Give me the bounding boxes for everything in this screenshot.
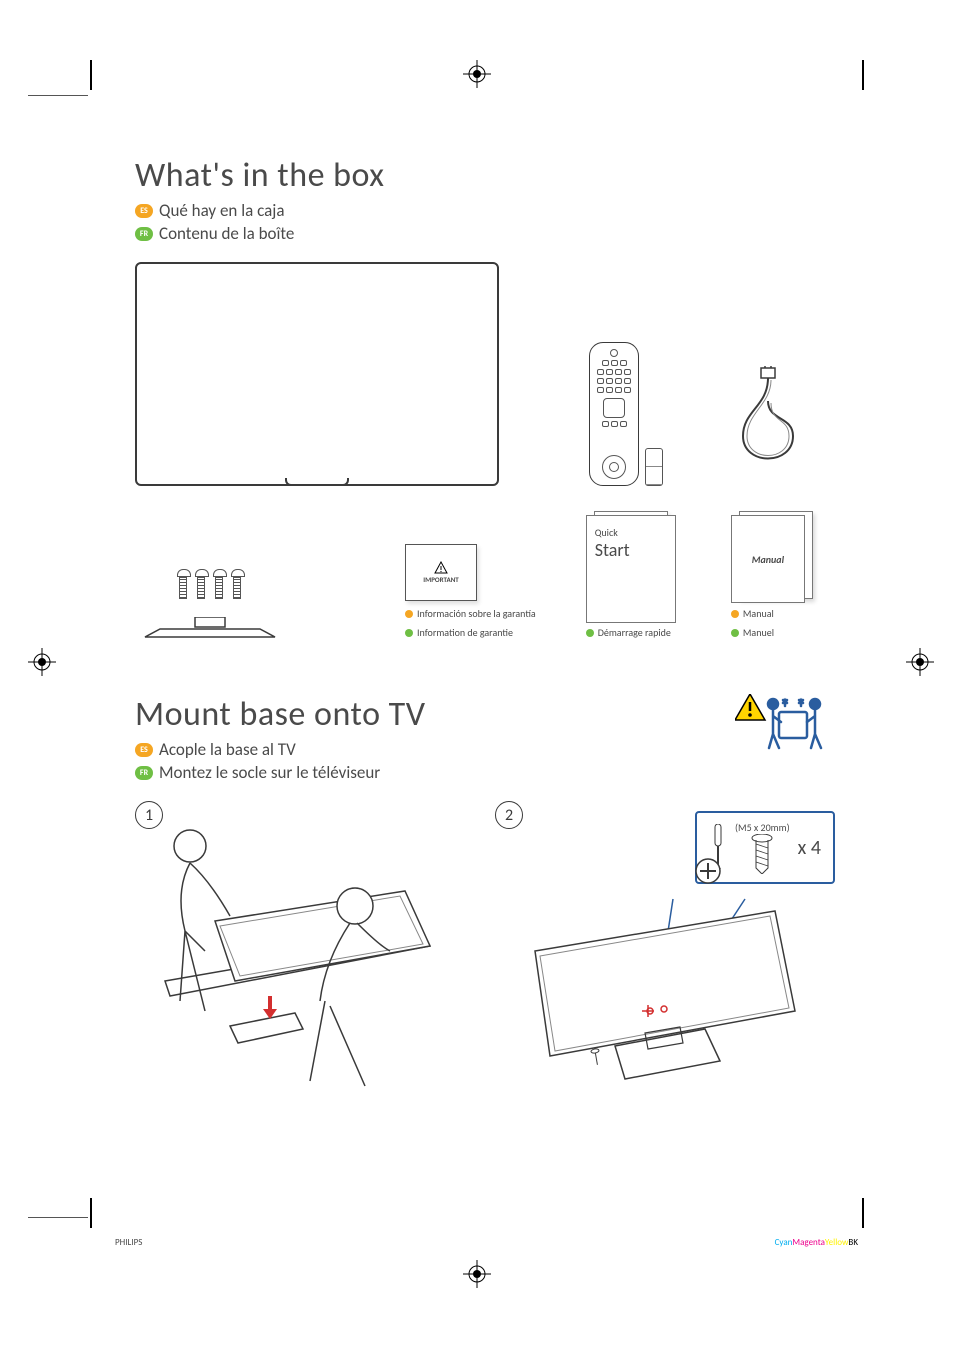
section1-subtitle-es: ES Qué hay en la caja — [135, 200, 825, 221]
screw-spec-text: (M5 x 20mm) — [735, 821, 790, 834]
bullet-icon — [405, 629, 413, 637]
registration-mark-icon — [463, 1260, 491, 1288]
power-cord-icon — [723, 366, 813, 486]
phillips-head-icon — [695, 858, 721, 884]
section2-subtitle-es: ES Acople la base al TV — [135, 739, 426, 760]
step-2: 2 (M5 x 20mm) x 4 — [495, 801, 825, 1116]
screw-qty-text: x 4 — [798, 836, 821, 860]
manual-booklet-icon: Manual — [731, 511, 811, 601]
crop-mark — [28, 1217, 88, 1218]
section2-title: Mount base onto TV — [135, 694, 426, 735]
mount-steps: 1 — [135, 801, 825, 1116]
tv-illustration — [135, 262, 499, 486]
screw-callout: (M5 x 20mm) x 4 — [695, 811, 835, 884]
crop-mark — [90, 60, 92, 90]
es-pill-icon: ES — [135, 743, 153, 757]
registration-mark-icon — [28, 648, 56, 676]
warning-triangle-icon — [434, 561, 448, 575]
step-number-2: 2 — [495, 801, 523, 829]
important-booklet-icon: IMPORTANT — [405, 544, 477, 601]
crop-mark — [862, 60, 864, 90]
box-contents-row2: IMPORTANT Información sobre la garantía … — [135, 511, 825, 639]
quickstart-booklet: Quick Start Inicio rápido Démarrage rapi… — [586, 511, 671, 639]
subtitle-fr-text: Contenu de la boîte — [159, 223, 294, 244]
remote-icon — [589, 342, 639, 486]
page-footer: PHILIPS CyanMagentaYellowBK — [115, 1237, 858, 1248]
two-person-lift-warning-icon — [735, 694, 825, 754]
subtitle-es-text: Qué hay en la caja — [159, 200, 285, 221]
section1-subtitle-fr: FR Contenu de la boîte — [135, 223, 825, 244]
cmyk-label: CyanMagentaYellowBK — [775, 1237, 858, 1248]
fr-pill-icon: FR — [135, 766, 153, 780]
fr-pill-icon: FR — [135, 227, 153, 241]
box-contents-row1 — [135, 262, 825, 486]
section2-subtitle-fr: FR Montez le socle sur le téléviseur — [135, 762, 426, 783]
batteries-icon — [645, 448, 663, 486]
important-label: IMPORTANT — [423, 575, 459, 584]
manual-booklet: Manual Manual Manuel — [731, 511, 811, 639]
step1-illustration — [135, 801, 455, 1101]
section2: Mount base onto TV ES Acople la base al … — [135, 694, 825, 1116]
bullet-icon — [405, 610, 413, 618]
manual-caption-fr: Manuel — [731, 626, 811, 639]
screws-icon — [177, 569, 243, 597]
stand-icon — [140, 617, 280, 639]
quickstart-booklet-icon: Quick Start — [586, 511, 666, 601]
screw-detail-icon — [750, 834, 774, 874]
warranty-caption-es: Información sobre la garantía — [405, 607, 536, 620]
quick-label2: Start — [595, 539, 667, 561]
bullet-icon — [731, 610, 739, 618]
page-content: What's in the box ES Qué hay en la caja … — [135, 155, 825, 1116]
step-number-1: 1 — [135, 801, 163, 829]
bullet-icon — [586, 629, 594, 637]
step-1: 1 — [135, 801, 465, 1106]
crop-mark — [28, 95, 88, 96]
manual-caption-es: Manual — [731, 607, 811, 620]
registration-mark-icon — [906, 648, 934, 676]
bullet-icon — [731, 629, 739, 637]
registration-mark-icon — [463, 60, 491, 88]
remote-illustration — [589, 342, 663, 486]
footer-brand: PHILIPS — [115, 1237, 142, 1248]
quick-caption-fr: Démarrage rapide — [586, 626, 671, 639]
warranty-caption-fr: Information de garantie — [405, 626, 536, 639]
section1-title: What's in the box — [135, 155, 825, 196]
manual-label: Manual — [752, 553, 784, 566]
screws-and-stand — [135, 569, 285, 639]
warranty-booklet: IMPORTANT Información sobre la garantía … — [405, 544, 536, 639]
crop-mark — [862, 1198, 864, 1228]
crop-mark — [90, 1198, 92, 1228]
quick-label1: Quick — [595, 526, 667, 539]
es-pill-icon: ES — [135, 204, 153, 218]
